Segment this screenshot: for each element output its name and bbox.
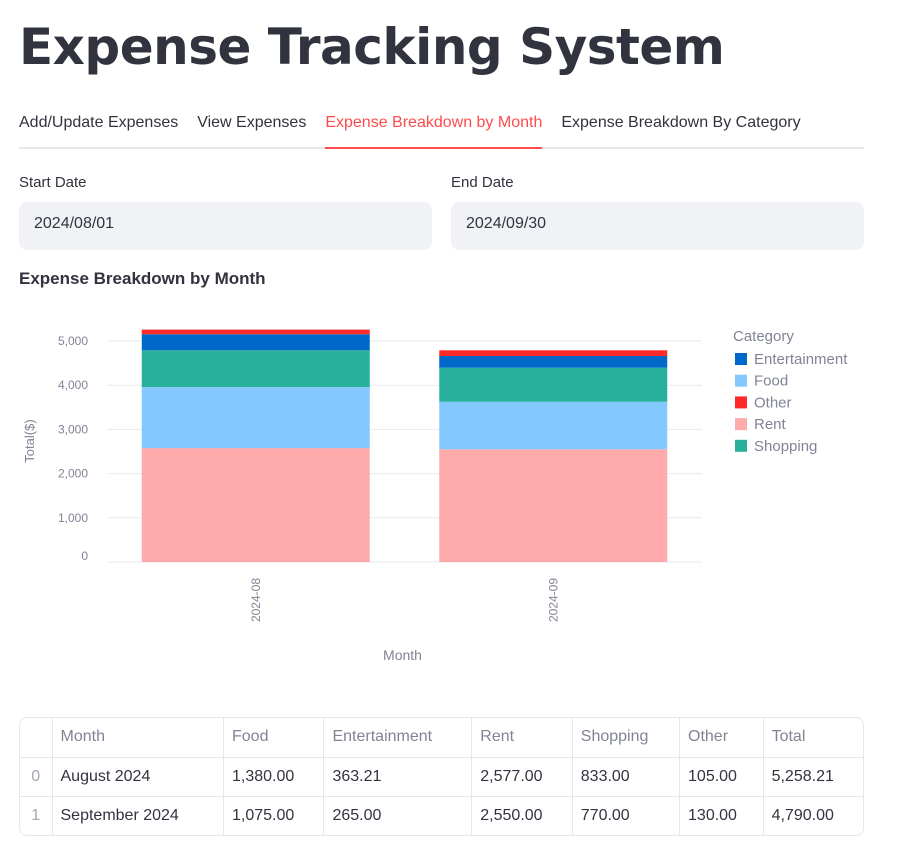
legend-item-label: Shopping xyxy=(754,438,817,455)
start-date-label: Start Date xyxy=(19,174,87,191)
table-cell-index: 1 xyxy=(20,796,53,835)
bar-segment-entertainment xyxy=(439,356,668,368)
legend-swatch xyxy=(735,374,747,387)
table-cell-rent: 2,550.00 xyxy=(471,796,573,835)
y-tick-label: 1,000 xyxy=(58,511,88,525)
y-tick-label: 2,000 xyxy=(58,467,88,481)
bar-segment-food xyxy=(439,401,668,450)
y-tick-label: 0 xyxy=(81,549,88,563)
table-header-row: Month Food Entertainment Rent Shopping O… xyxy=(20,718,863,758)
end-date-label: End Date xyxy=(451,174,514,191)
table-cell-entertainment: 363.21 xyxy=(323,757,473,797)
table-cell-month: September 2024 xyxy=(52,796,224,835)
x-axis-title: Month xyxy=(383,647,422,663)
legend-item-label: Other xyxy=(754,394,792,411)
table-header-index xyxy=(20,718,53,758)
bar-segment-rent xyxy=(141,448,370,562)
table-cell-food: 1,380.00 xyxy=(223,757,325,797)
table-cell-rent: 2,577.00 xyxy=(471,757,573,797)
y-axis-title: Total($) xyxy=(22,419,37,462)
tab-bar: Add/Update Expenses View Expenses Expens… xyxy=(19,100,864,149)
bar-segment-food xyxy=(141,387,370,449)
table-cell-other: 130.00 xyxy=(679,796,764,835)
stacked-bar-chart: 0 1,000 2,000 3,000 4,000 5,000 2024-08 2024-09… xyxy=(22,328,848,663)
tab-expense-breakdown-by-category[interactable]: Expense Breakdown By Category xyxy=(561,114,801,131)
table-cell-shopping: 770.00 xyxy=(572,796,681,835)
legend-swatch xyxy=(735,439,747,452)
y-tick-label: 5,000 xyxy=(58,334,88,348)
expense-table: Month Food Entertainment Rent Shopping O… xyxy=(19,717,864,836)
legend-swatch xyxy=(735,396,747,409)
tab-expense-breakdown-by-month[interactable]: Expense Breakdown by Month xyxy=(325,100,543,149)
legend-swatch xyxy=(735,418,747,431)
table-row: 1 September 2024 1,075.00 265.00 2,550.0… xyxy=(20,796,863,835)
table-cell-food: 1,075.00 xyxy=(223,796,325,835)
table-cell-shopping: 833.00 xyxy=(572,757,681,797)
bar-segment-shopping xyxy=(141,350,370,388)
table-row: 0 August 2024 1,380.00 363.21 2,577.00 8… xyxy=(20,757,863,797)
y-tick-label: 4,000 xyxy=(58,378,88,392)
bar-segment-other xyxy=(439,350,668,357)
tab-add-update-expenses[interactable]: Add/Update Expenses xyxy=(19,114,179,131)
table-header-food[interactable]: Food xyxy=(223,718,325,758)
bar-segment-shopping xyxy=(439,367,668,402)
table-header-total[interactable]: Total xyxy=(763,718,863,758)
page-title: Expense Tracking System xyxy=(19,18,725,76)
end-date-input[interactable]: 2024/09/30 xyxy=(451,202,864,250)
chart-section-title: Expense Breakdown by Month xyxy=(19,269,266,288)
table-header-month[interactable]: Month xyxy=(52,718,224,758)
table-cell-index: 0 xyxy=(20,757,53,797)
table-cell-entertainment: 265.00 xyxy=(323,796,473,835)
bar-segment-other xyxy=(141,329,370,335)
bar-segment-entertainment xyxy=(141,334,370,351)
table-cell-other: 105.00 xyxy=(679,757,764,797)
x-tick-label: 2024-08 xyxy=(249,578,263,622)
x-tick-label: 2024-09 xyxy=(546,578,560,622)
bar-segment-rent xyxy=(439,449,668,562)
start-date-input[interactable]: 2024/08/01 xyxy=(19,202,432,250)
legend-title: Category xyxy=(733,328,794,345)
table-cell-total: 4,790.00 xyxy=(771,806,834,824)
legend-item-label: Food xyxy=(754,373,788,390)
table-header-entertainment[interactable]: Entertainment xyxy=(323,718,473,758)
table-header-rent[interactable]: Rent xyxy=(471,718,573,758)
legend-item-label: Entertainment xyxy=(754,351,848,368)
table-cell-total: 5,258.21 xyxy=(763,757,863,797)
table-cell-month: August 2024 xyxy=(52,757,224,797)
table-header-shopping[interactable]: Shopping xyxy=(572,718,681,758)
table-header-other[interactable]: Other xyxy=(679,718,764,758)
y-tick-label: 3,000 xyxy=(58,422,88,436)
legend-swatch xyxy=(735,353,747,365)
legend-item-label: Rent xyxy=(754,416,787,433)
tab-view-expenses[interactable]: View Expenses xyxy=(197,114,307,131)
